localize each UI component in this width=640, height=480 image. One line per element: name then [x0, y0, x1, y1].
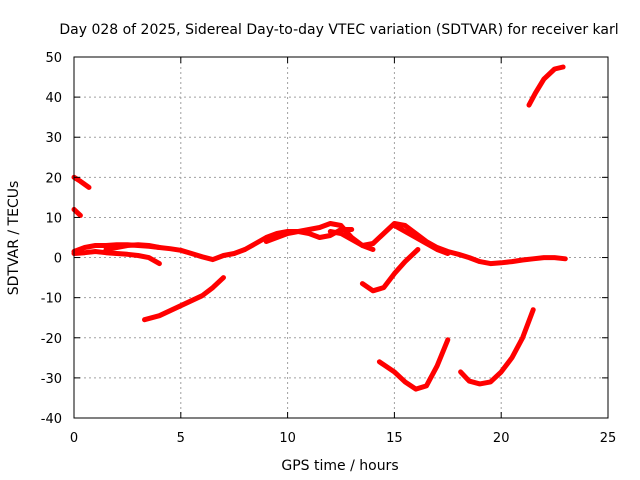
x-axis-title: GPS time / hours [281, 458, 398, 474]
series-arc-main-3 [103, 242, 162, 252]
y-axis-title: SDTVAR / TECUs [6, 181, 22, 296]
series-arc-e [376, 337, 451, 392]
series-arc-c [142, 275, 226, 323]
series-arc-main-4 [242, 221, 376, 252]
y-tick-label: 0 [54, 252, 62, 267]
y-tick-label: -40 [41, 412, 62, 427]
series-group [71, 64, 568, 392]
series-arc-main-7 [370, 221, 568, 267]
x-ticks: 0 5 10 15 20 25 [70, 57, 616, 446]
grid [74, 57, 608, 418]
y-tick-label: -30 [41, 372, 62, 387]
x-tick-label: 15 [386, 431, 403, 446]
series-arc-main-6 [327, 229, 376, 252]
series-arc-f [458, 307, 536, 387]
y-tick-label: 50 [45, 51, 62, 66]
x-tick-label: 25 [600, 431, 617, 446]
y-tick-label: 10 [45, 211, 62, 226]
plot-frame [73, 56, 609, 419]
series-arc-b [71, 206, 83, 218]
series-arc-main-8 [391, 223, 451, 256]
series-arc-main-2 [71, 249, 162, 267]
chart-title: Day 028 of 2025, Sidereal Day-to-day VTE… [59, 22, 618, 38]
y-ticks: -40 -30 -20 -10 0 10 20 30 40 50 [41, 51, 608, 427]
x-tick-label: 20 [493, 431, 510, 446]
y-tick-label: 40 [45, 91, 62, 106]
y-tick-label: 20 [45, 171, 62, 186]
y-tick-label: 30 [45, 131, 62, 146]
y-tick-label: -10 [41, 292, 62, 307]
series-arc-a [71, 174, 92, 190]
x-tick-label: 10 [279, 431, 296, 446]
series-arc-d [359, 247, 421, 294]
x-tick-label: 0 [70, 431, 78, 446]
series-arc-g [526, 64, 566, 108]
x-tick-label: 5 [177, 431, 185, 446]
y-tick-label: -20 [41, 332, 62, 347]
